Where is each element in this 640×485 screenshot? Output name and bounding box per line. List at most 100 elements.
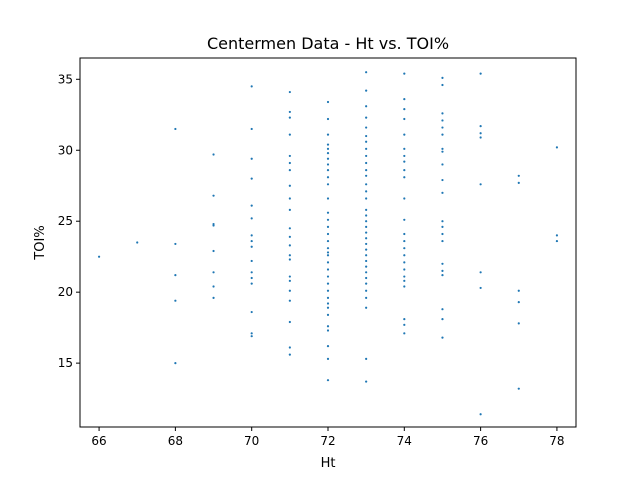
data-point-119 (365, 357, 368, 360)
data-point-95 (365, 154, 368, 158)
data-point-62 (326, 176, 330, 179)
plot-area-frame (79, 57, 577, 428)
data-point-146 (441, 83, 444, 87)
data-point-42 (288, 235, 291, 238)
data-point-122 (403, 98, 406, 101)
data-point-23 (250, 245, 253, 248)
data-point-106 (365, 231, 368, 234)
data-point-156 (441, 220, 444, 223)
data-point-88 (365, 89, 368, 92)
data-point-128 (403, 160, 406, 163)
x-tick-label: 74 (397, 434, 412, 448)
data-point-45 (288, 258, 291, 261)
data-point-85 (326, 357, 330, 360)
data-point-108 (365, 242, 368, 246)
y-tick-label: 15 (58, 356, 73, 370)
data-point-126 (403, 147, 406, 150)
data-point-167 (479, 125, 482, 128)
data-point-94 (365, 147, 368, 150)
data-point-48 (288, 289, 291, 292)
data-point-39 (288, 197, 291, 200)
x-tick-label: 66 (91, 434, 106, 448)
x-tick-label: 72 (320, 434, 335, 448)
data-point-109 (365, 248, 368, 251)
y-tick-label: 25 (58, 214, 73, 228)
x-tick-label: 68 (168, 434, 183, 448)
data-point-35 (288, 154, 291, 158)
data-point-181 (555, 234, 559, 237)
data-point-166 (479, 72, 482, 75)
data-point-47 (288, 279, 291, 282)
data-point-70 (326, 247, 330, 250)
data-point-79 (326, 302, 330, 305)
data-point-59 (326, 157, 330, 160)
data-point-25 (250, 271, 253, 274)
data-point-80 (326, 306, 330, 309)
data-point-5 (174, 299, 177, 302)
data-point-148 (441, 119, 444, 122)
data-point-92 (365, 134, 368, 138)
data-point-32 (288, 110, 291, 114)
data-point-2 (174, 127, 177, 131)
data-point-49 (288, 299, 291, 302)
data-point-159 (441, 239, 444, 243)
data-point-30 (250, 335, 253, 338)
x-tick-label: 78 (549, 434, 564, 448)
data-point-12 (212, 271, 215, 274)
data-point-100 (365, 190, 368, 193)
data-point-3 (174, 242, 177, 246)
data-point-0 (97, 255, 101, 258)
data-point-124 (403, 117, 406, 121)
data-point-111 (365, 259, 368, 263)
data-point-110 (365, 254, 368, 257)
data-point-178 (517, 322, 520, 325)
y-tick-label: 35 (58, 72, 73, 86)
data-point-90 (365, 116, 368, 119)
data-point-15 (250, 85, 253, 88)
data-point-139 (403, 275, 406, 278)
data-point-16 (250, 127, 253, 131)
data-point-135 (403, 247, 406, 250)
data-point-138 (403, 268, 406, 271)
data-point-115 (365, 282, 368, 285)
data-point-73 (326, 261, 330, 264)
data-point-72 (326, 254, 330, 257)
chart-title: Centermen Data - Ht vs. TOI% (207, 34, 449, 53)
data-point-151 (441, 147, 444, 150)
data-point-81 (326, 313, 330, 316)
data-point-172 (479, 286, 482, 290)
data-point-150 (441, 133, 444, 136)
data-point-133 (403, 232, 406, 236)
data-point-141 (403, 285, 406, 288)
data-points (97, 71, 559, 416)
data-point-14 (212, 296, 215, 299)
data-point-11 (212, 249, 215, 253)
data-point-101 (365, 197, 368, 200)
data-point-171 (479, 271, 482, 274)
data-point-55 (326, 133, 330, 136)
data-point-175 (517, 181, 520, 184)
data-point-168 (479, 132, 482, 135)
data-point-96 (365, 161, 368, 165)
data-point-157 (441, 225, 444, 228)
data-point-107 (365, 237, 368, 240)
data-point-114 (365, 276, 368, 280)
data-point-77 (326, 289, 330, 292)
data-point-51 (288, 346, 291, 349)
data-point-58 (326, 151, 330, 155)
data-point-20 (250, 217, 253, 220)
data-point-24 (250, 259, 253, 263)
data-point-123 (403, 107, 406, 111)
data-point-76 (326, 282, 330, 285)
data-point-28 (250, 310, 253, 314)
data-point-116 (365, 289, 368, 292)
data-point-19 (250, 204, 253, 207)
data-point-125 (403, 133, 406, 136)
data-point-145 (441, 76, 444, 79)
data-point-131 (403, 197, 406, 200)
data-point-153 (441, 163, 444, 166)
data-point-68 (326, 232, 330, 236)
x-tick-label: 76 (473, 434, 488, 448)
data-point-7 (212, 153, 215, 156)
